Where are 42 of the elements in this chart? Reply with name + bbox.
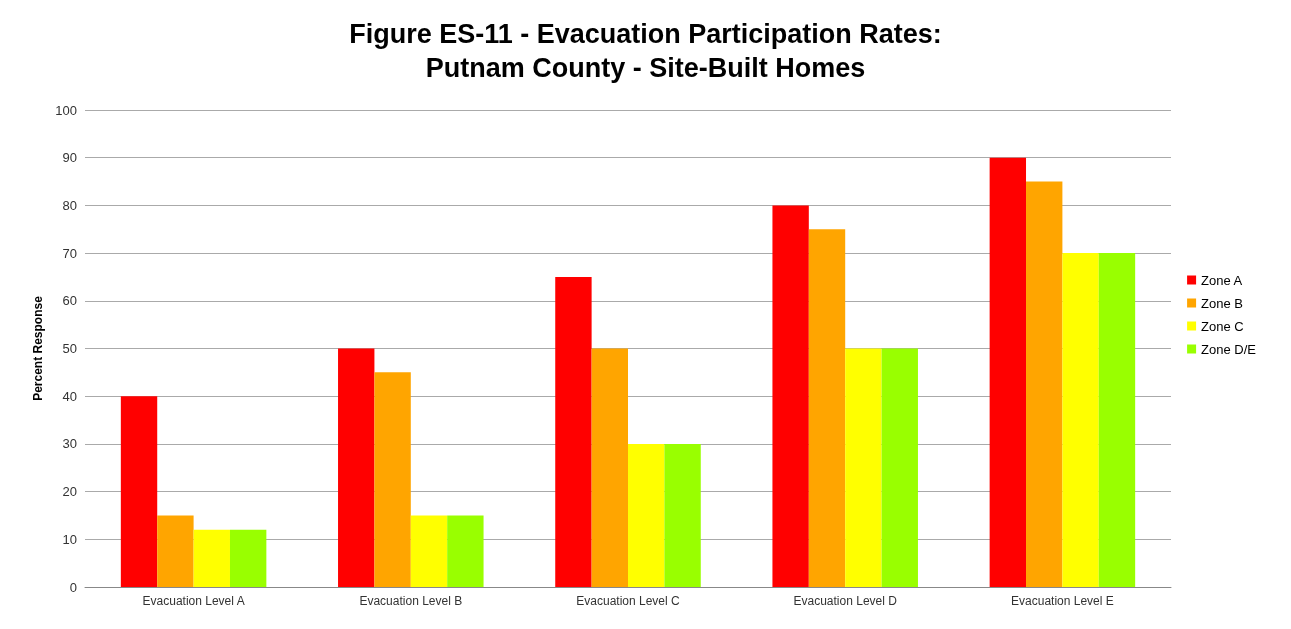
y-tick-label: 60 xyxy=(62,293,77,309)
x-tick-label: Evacuation Level B xyxy=(359,594,463,608)
y-tick-label: 70 xyxy=(62,245,77,261)
bar xyxy=(808,229,846,587)
chart-title: Figure ES-11 - Evacuation Participation Rates: Putnam County - Site-Built Homes xyxy=(349,19,942,83)
y-tick-label: 90 xyxy=(62,150,77,166)
bar xyxy=(447,515,484,587)
bar xyxy=(881,348,918,587)
bar xyxy=(664,443,701,587)
x-tick-label: Evacuation Level A xyxy=(142,594,245,608)
y-tick-label: 20 xyxy=(62,484,77,500)
legend-label: Zone B xyxy=(1201,295,1244,311)
x-tick-label: Evacuation Level E xyxy=(1011,594,1114,608)
legend-label: Zone C xyxy=(1201,318,1244,334)
y-axis-title: Percent Response xyxy=(31,295,46,401)
bar xyxy=(157,515,194,587)
bar xyxy=(628,443,665,587)
bar xyxy=(410,515,448,587)
y-tick-label: 80 xyxy=(62,197,77,213)
y-tick-label: 100 xyxy=(55,102,77,118)
x-tick-label: Evacuation Level C xyxy=(576,594,681,608)
bar xyxy=(229,529,267,587)
y-tick-label: 50 xyxy=(62,341,77,356)
bar xyxy=(772,205,809,587)
bar xyxy=(1098,253,1136,587)
y-tick-label: 30 xyxy=(62,436,77,452)
bar xyxy=(120,396,158,587)
legend-label: Zone A xyxy=(1201,272,1243,288)
bar xyxy=(1026,181,1063,587)
y-tick-label: 0 xyxy=(69,579,77,595)
bar xyxy=(1062,253,1099,587)
bar xyxy=(591,348,628,587)
y-tick-label: 40 xyxy=(62,388,77,404)
x-tick-label: Evacuation Level D xyxy=(793,594,898,608)
bar xyxy=(989,157,1027,587)
bar xyxy=(555,276,592,587)
bar xyxy=(193,529,230,587)
bar xyxy=(338,348,375,587)
bar xyxy=(845,348,882,587)
y-tick-label: 10 xyxy=(62,531,77,547)
legend-label: Zone D/E xyxy=(1201,341,1257,357)
bar xyxy=(374,372,411,587)
